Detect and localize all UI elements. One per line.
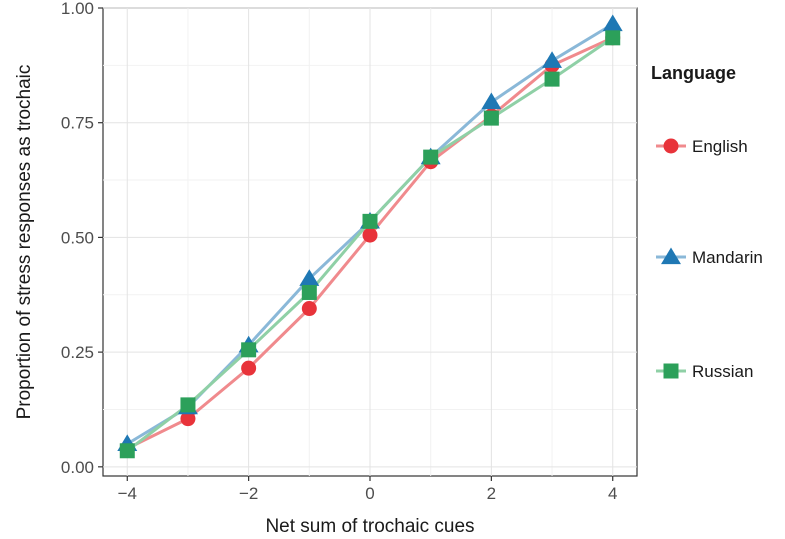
legend-item-english: English [656,137,748,156]
legend-square-icon [663,363,679,379]
mandarin-point [299,269,320,286]
x-tick-label: 2 [487,484,496,503]
axes: −4 −2 0 2 4 0.00 0.25 0.50 0.75 1.00 [61,0,618,503]
mandarin-point [602,14,623,32]
y-tick-label: 0.25 [61,343,94,362]
x-tick-label: −2 [239,484,258,503]
mandarin-point [542,51,563,68]
x-tick-label: 4 [608,484,617,503]
legend-triangle-icon [661,247,681,265]
legend-label: English [692,137,748,156]
russian-point [483,110,499,126]
legend-label: Russian [692,362,753,381]
mandarin-point [481,92,502,110]
x-tick-label: 0 [365,484,374,503]
legend-circle-icon [663,138,679,154]
russian-point [241,342,257,358]
english-point [362,227,378,243]
y-tick-label: 0.50 [61,228,94,247]
russian-point [362,213,378,229]
russian-point [423,149,439,165]
english-point [241,360,257,376]
legend-label: Mandarin [692,248,763,267]
english-point [180,411,196,427]
legend-item-russian: Russian [656,362,753,381]
series-points [117,14,623,459]
y-tick-label: 0.75 [61,114,94,133]
x-tick-label: −4 [118,484,137,503]
y-tick-label: 1.00 [61,0,94,18]
english-point [301,301,317,317]
y-axis-title: Proportion of stress responses as trocha… [14,65,35,420]
legend-item-mandarin: Mandarin [656,247,763,267]
russian-point [119,443,135,459]
russian-point [544,71,560,87]
legend: Language English Mandarin Russian [651,63,763,381]
russian-point [180,397,196,413]
y-tick-label: 0.00 [61,458,94,477]
x-axis-title: Net sum of trochaic cues [265,516,474,537]
russian-point [301,284,317,300]
russian-point [605,30,621,46]
legend-title: Language [651,63,736,83]
